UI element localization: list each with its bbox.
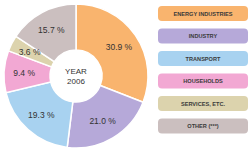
data-label: 9.4 % (13, 68, 35, 78)
legend-swatch (158, 6, 248, 21)
slice (6, 82, 73, 147)
legend-label: OTHER (***) (187, 123, 219, 129)
subtitle: 2006 (67, 77, 85, 86)
data-label: 19.3 % (28, 110, 55, 120)
slice (67, 85, 143, 148)
legend-label: TRANSPORT (186, 56, 221, 62)
chart: 30.9 % 21.0 % 19.3 % 9.4 % 3.6 % 15.7 % YEAR20… (0, 0, 252, 151)
data-label: 30.9 % (106, 42, 133, 52)
title: YEAR (65, 67, 87, 76)
legend-label: INDUSTRY (189, 33, 218, 39)
data-label: 21.0 % (89, 116, 116, 126)
legend-swatch (158, 96, 248, 111)
slice (16, 4, 76, 62)
legend-label: SERVICES, ETC. (181, 101, 225, 107)
legend-label: HOUSEHOLDS (183, 78, 223, 84)
legend-swatch (158, 74, 248, 89)
legend: ENERGY INDUSTRIES INDUSTRY TRANSPORT HOUSEH… (158, 6, 248, 134)
legend-swatch (158, 51, 248, 66)
legend-swatch (158, 29, 248, 44)
legend-label: ENERGY INDUSTRIES (174, 11, 233, 17)
slice (76, 4, 148, 102)
data-label: 3.6 % (19, 47, 41, 57)
slices (4, 4, 148, 148)
data-label: 15.7 % (38, 25, 65, 35)
legend-swatch (158, 119, 248, 134)
